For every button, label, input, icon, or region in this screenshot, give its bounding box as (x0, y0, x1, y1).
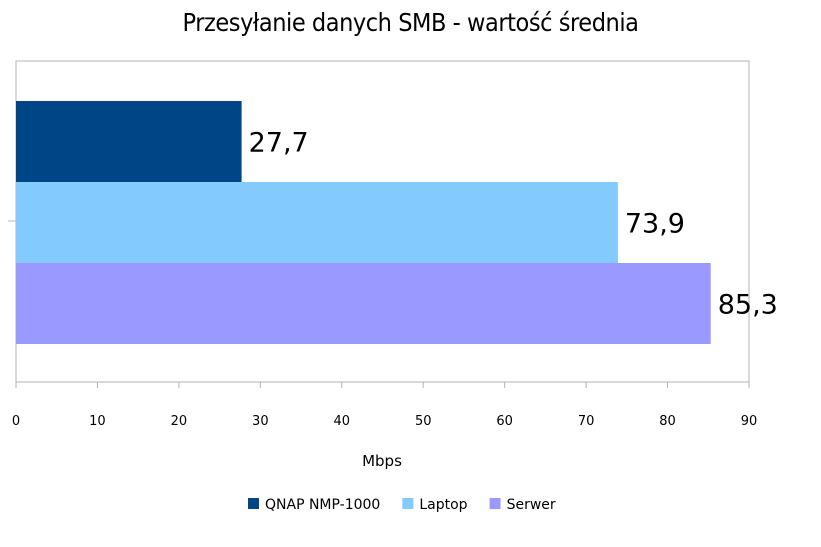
bar-serwer (16, 263, 711, 344)
x-tick-label: 60 (496, 414, 513, 429)
bar-qnap-nmp-1000 (16, 101, 242, 182)
x-tick-label: 10 (89, 414, 106, 429)
legend-label: Laptop (419, 497, 467, 513)
x-tick-label: 80 (659, 414, 676, 429)
x-axis-title: Mbps (362, 452, 402, 470)
legend-label: QNAP NMP-1000 (265, 497, 380, 513)
bar-laptop (16, 182, 618, 263)
x-tick-label: 20 (171, 414, 188, 429)
data-label: 73,9 (625, 209, 685, 240)
x-tick-label: 50 (415, 414, 432, 429)
chart-title: Przesyłanie danych SMB - wartość średnia (182, 8, 639, 37)
x-tick-label: 0 (12, 414, 20, 429)
x-tick-label: 90 (741, 414, 758, 429)
legend-swatch (402, 498, 414, 509)
x-tick-label: 70 (578, 414, 595, 429)
data-label: 27,7 (249, 128, 309, 159)
data-label: 85,3 (718, 290, 778, 321)
legend-swatch (248, 498, 259, 509)
legend-swatch (489, 498, 501, 509)
x-tick-label: 30 (252, 414, 269, 429)
legend-label: Serwer (507, 497, 556, 513)
x-tick-label: 40 (334, 414, 351, 429)
